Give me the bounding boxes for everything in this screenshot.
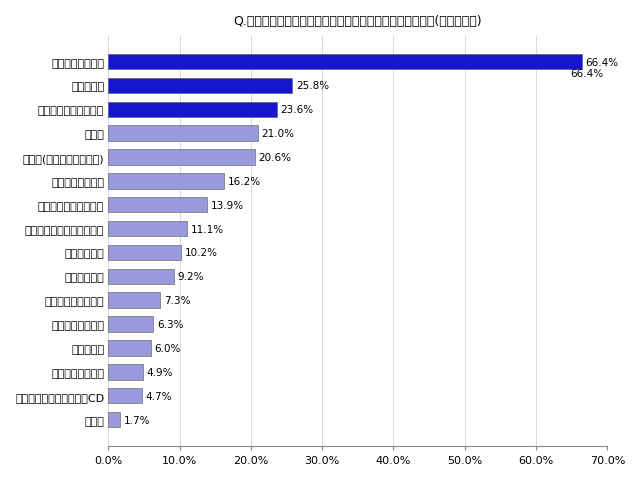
Bar <box>108 245 181 261</box>
Text: 66.4%: 66.4% <box>571 69 604 79</box>
Text: 6.3%: 6.3% <box>157 319 183 329</box>
Bar <box>108 198 207 213</box>
Bar <box>108 388 142 404</box>
Text: 20.6%: 20.6% <box>259 153 292 163</box>
Title: Q.父の日にどんな疲労解消グッズを欲しいと思いますか？(複数回答可): Q.父の日にどんな疲労解消グッズを欲しいと思いますか？(複数回答可) <box>234 15 482 28</box>
Text: 25.8%: 25.8% <box>296 81 329 91</box>
Text: 10.2%: 10.2% <box>184 248 218 258</box>
Bar <box>108 174 224 189</box>
Bar <box>108 364 143 380</box>
Text: 7.3%: 7.3% <box>164 296 190 306</box>
Text: 11.1%: 11.1% <box>191 224 224 234</box>
Bar <box>108 269 174 285</box>
Bar <box>108 79 292 94</box>
Bar <box>108 317 153 332</box>
Bar <box>108 55 582 70</box>
Bar <box>108 340 151 356</box>
Text: 6.0%: 6.0% <box>155 343 181 353</box>
Bar <box>108 126 258 142</box>
Text: 66.4%: 66.4% <box>585 58 618 67</box>
Text: 9.2%: 9.2% <box>177 272 204 282</box>
Bar <box>108 293 161 308</box>
Text: 13.9%: 13.9% <box>211 200 244 210</box>
Text: 16.2%: 16.2% <box>227 177 260 187</box>
Text: 1.7%: 1.7% <box>124 415 150 425</box>
Bar <box>108 150 255 166</box>
Bar <box>108 412 120 427</box>
Bar <box>108 102 276 118</box>
Text: 23.6%: 23.6% <box>280 105 313 115</box>
Text: 4.7%: 4.7% <box>145 391 172 401</box>
Text: 4.9%: 4.9% <box>147 367 173 377</box>
Bar <box>108 221 188 237</box>
Text: 21.0%: 21.0% <box>262 129 294 139</box>
